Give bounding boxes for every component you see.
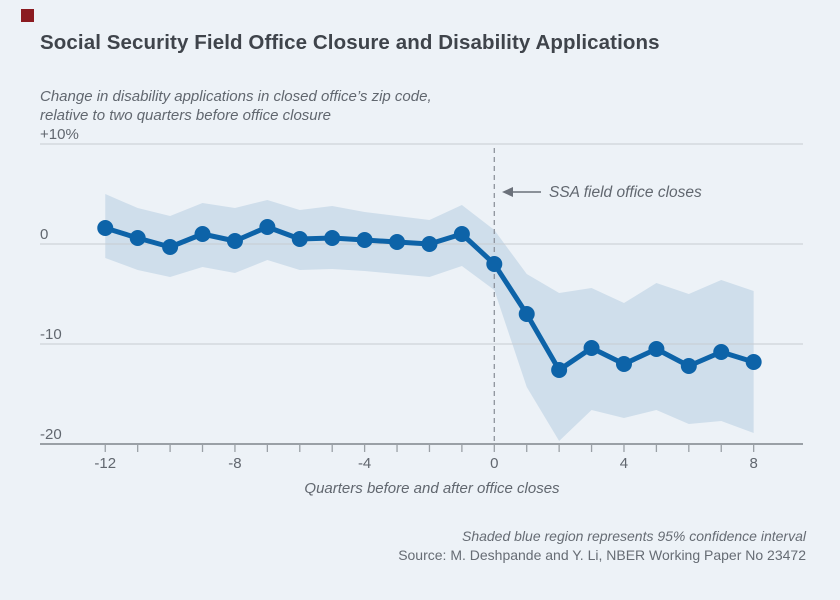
y-tick-label: +10% — [40, 126, 79, 143]
data-point — [551, 362, 568, 378]
x-tick-label: -4 — [358, 455, 371, 472]
confidence-band — [105, 194, 754, 441]
x-tick-label: -12 — [94, 455, 116, 472]
y-tick-label: -10 — [40, 326, 62, 343]
y-tick-label: 0 — [40, 226, 48, 243]
chart-subtitle: Change in disability applications in clo… — [40, 87, 600, 125]
data-point — [680, 358, 697, 374]
data-point — [259, 219, 276, 235]
data-point — [324, 230, 341, 246]
data-point — [194, 226, 211, 242]
data-point — [291, 231, 308, 247]
data-point — [486, 256, 503, 272]
data-point — [421, 236, 438, 252]
annotation-label: SSA field office closes — [549, 184, 702, 201]
data-point — [97, 220, 114, 236]
y-tick-label: -20 — [40, 426, 62, 443]
chart-footnote: Shaded blue region represents 95% confid… — [246, 527, 806, 565]
data-point — [518, 306, 535, 322]
data-point — [453, 226, 470, 242]
data-point — [648, 341, 665, 357]
chart-subtitle-line2: relative to two quarters before office c… — [40, 107, 331, 124]
chart-subtitle-line1: Change in disability applications in clo… — [40, 88, 432, 105]
x-tick-label: 8 — [749, 455, 757, 472]
data-point — [713, 344, 730, 360]
annotation-arrow-head — [502, 187, 513, 197]
data-point — [356, 232, 373, 248]
data-point — [129, 230, 146, 246]
x-tick-label: -8 — [228, 455, 241, 472]
source-line: Source: M. Deshpande and Y. Li, NBER Wor… — [398, 547, 806, 563]
chart-title: Social Security Field Office Closure and… — [40, 31, 660, 54]
data-point — [226, 233, 243, 249]
data-point — [162, 239, 179, 255]
nber-brand-mark — [21, 9, 34, 22]
x-axis-label: Quarters before and after office closes — [304, 480, 560, 497]
x-tick-label: 0 — [490, 455, 498, 472]
data-point — [745, 354, 762, 370]
data-point — [583, 340, 600, 356]
data-point — [389, 234, 406, 250]
confidence-interval-note: Shaded blue region represents 95% confid… — [461, 528, 806, 544]
data-point — [615, 356, 632, 372]
x-tick-label: 4 — [620, 455, 628, 472]
left-arrow-icon — [502, 187, 541, 197]
